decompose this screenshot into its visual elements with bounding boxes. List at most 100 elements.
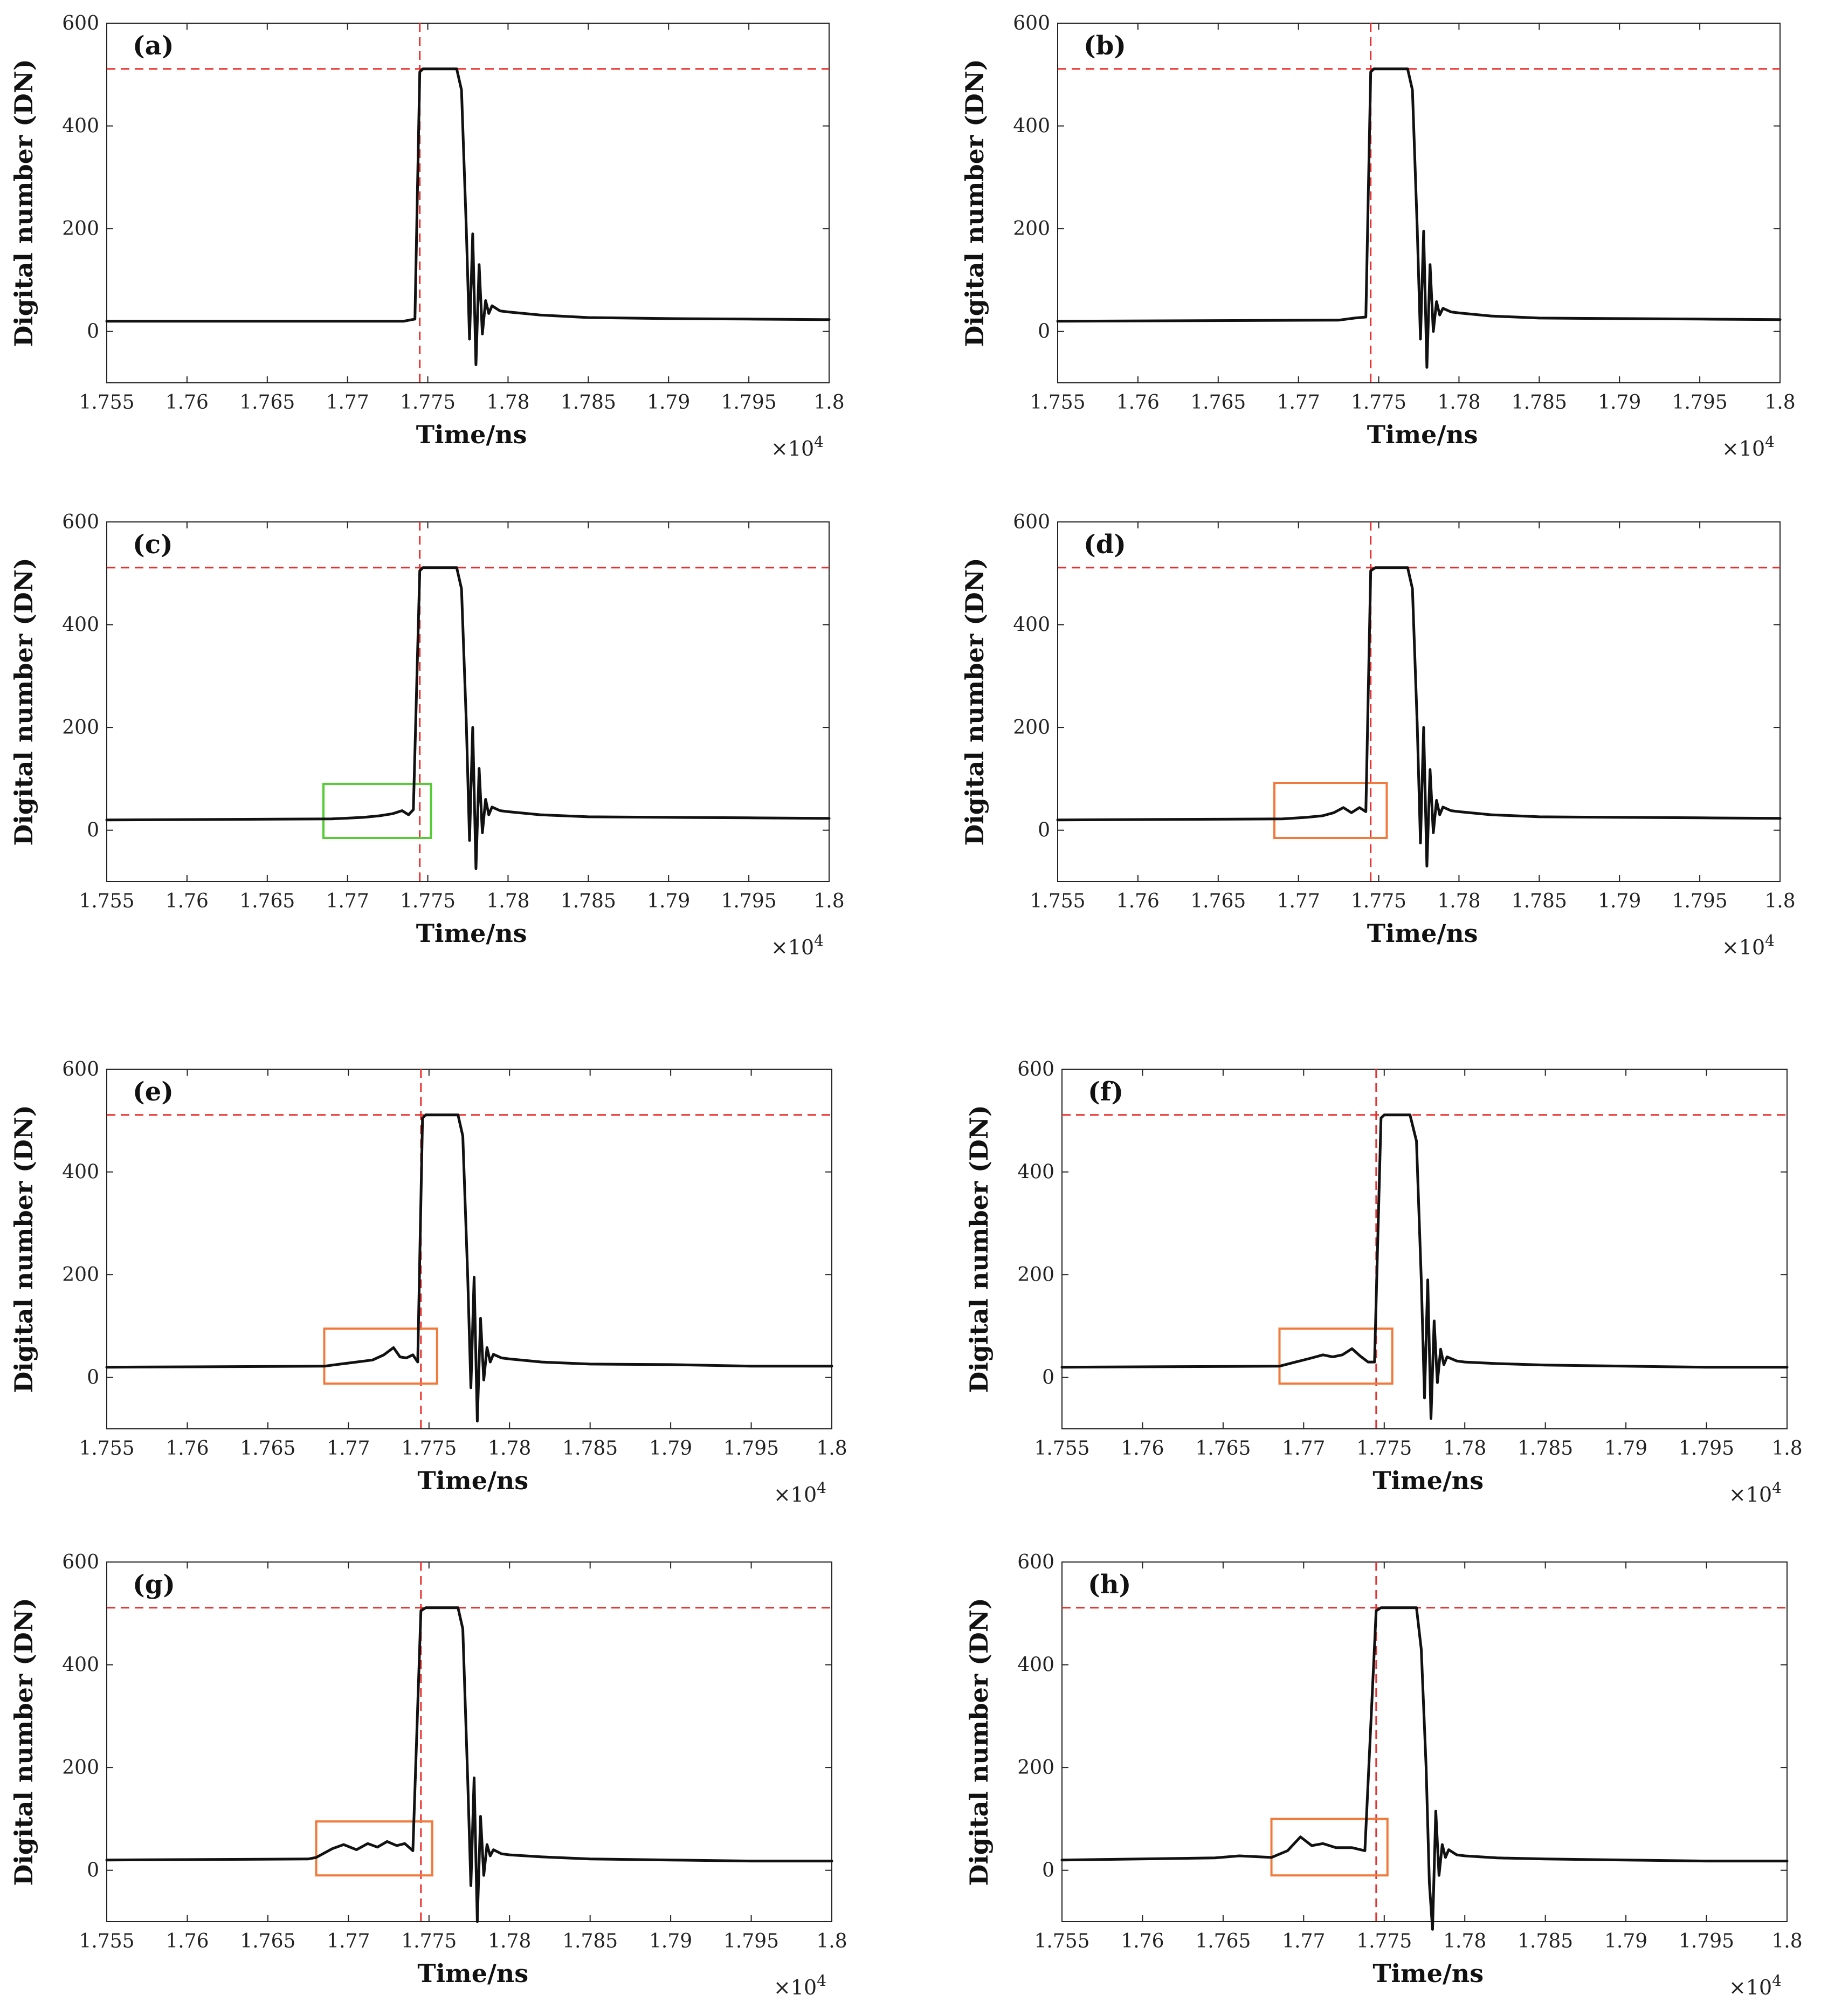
panel-label: (e)	[133, 1077, 174, 1107]
x-tick-label: 1.77	[1282, 1930, 1325, 1952]
waveform-line	[1060, 1606, 1789, 1931]
x-tick-label: 1.775	[1351, 890, 1406, 912]
x-tick-label: 1.77	[327, 1437, 370, 1460]
x-tick-label: 1.755	[1030, 391, 1085, 414]
y-tick-label: 400	[1013, 614, 1050, 636]
panel-label: (f)	[1088, 1077, 1123, 1107]
x-tick-label: 1.78	[488, 1930, 531, 1952]
y-tick-label: 200	[1017, 1757, 1054, 1779]
y-tick-label: 200	[62, 1757, 99, 1779]
plot-frame	[106, 1069, 832, 1429]
x-tick-label: 1.775	[400, 890, 456, 912]
y-tick-label: 200	[1013, 717, 1050, 739]
x-tick-label: 1.795	[721, 890, 777, 912]
x-multiplier-base: ×10	[774, 1976, 817, 1999]
x-tick-label: 1.76	[165, 1930, 209, 1952]
panel-label: (c)	[133, 529, 173, 560]
waveform-line	[105, 1606, 833, 1923]
chart-panel-2: 1.755 1.76 1.765 1.77 1.775 1.78 1.785 1.79 1.79…	[9, 511, 845, 959]
y-tick-label: 0	[87, 820, 99, 842]
y-tick-label: 0	[1042, 1860, 1054, 1882]
x-tick-label: 1.77	[327, 1930, 370, 1952]
plot-frame	[106, 521, 830, 882]
chart-panel-0: 1.755 1.76 1.765 1.77 1.775 1.78 1.785 1.79 1.79…	[9, 12, 845, 460]
x-tick-label: 1.775	[400, 391, 456, 414]
chart-panel-5: 1.755 1.76 1.765 1.77 1.775 1.78 1.785 1.79 1.79…	[964, 1058, 1803, 1506]
x-multiplier: ×104	[1722, 433, 1775, 460]
x-tick-label: 1.755	[1030, 890, 1085, 912]
x-axis-title: Time/ns	[417, 1466, 528, 1495]
x-tick-label: 1.79	[647, 391, 690, 414]
x-multiplier: ×104	[1729, 1972, 1782, 1999]
plot-frame	[1057, 521, 1781, 882]
x-multiplier: ×104	[774, 1479, 826, 1506]
x-tick-label: 1.77	[1277, 890, 1320, 912]
plot-frame	[1061, 1561, 1788, 1922]
x-multiplier: ×104	[771, 433, 824, 460]
x-multiplier: ×104	[1722, 932, 1775, 959]
x-tick-label: 1.79	[1598, 890, 1641, 912]
x-tick-label: 1.755	[1034, 1930, 1089, 1952]
x-tick-label: 1.785	[1512, 391, 1567, 414]
x-tick-label: 1.795	[723, 1930, 779, 1952]
x-tick-label: 1.755	[79, 890, 134, 912]
x-tick-label: 1.78	[486, 890, 529, 912]
y-tick-label: 400	[62, 115, 99, 137]
x-tick-label: 1.775	[401, 1437, 457, 1460]
y-tick-label: 200	[62, 1264, 99, 1286]
x-tick-label: 1.765	[1190, 391, 1246, 414]
y-tick-label: 0	[1038, 321, 1050, 343]
y-axis-title: Digital number (DN)	[9, 1598, 38, 1886]
x-tick-label: 1.765	[1195, 1930, 1251, 1952]
y-tick-label: 0	[87, 321, 99, 343]
y-tick-label: 600	[62, 1058, 99, 1081]
x-axis-title: Time/ns	[416, 919, 527, 948]
x-tick-label: 1.785	[562, 1437, 618, 1460]
y-tick-label: 600	[1017, 1551, 1054, 1573]
x-tick-label: 1.785	[561, 890, 616, 912]
x-tick-label: 1.78	[1437, 890, 1480, 912]
y-axis-title: Digital number (DN)	[960, 558, 989, 845]
x-tick-label: 1.8	[1764, 391, 1795, 414]
x-tick-label: 1.79	[647, 890, 690, 912]
x-multiplier-exponent: 4	[1772, 1972, 1782, 1990]
x-tick-label: 1.78	[1443, 1930, 1486, 1952]
x-tick-label: 1.785	[1512, 890, 1567, 912]
x-tick-label: 1.755	[1034, 1437, 1089, 1460]
x-tick-label: 1.77	[326, 391, 369, 414]
x-tick-label: 1.765	[240, 1930, 295, 1952]
x-axis-title: Time/ns	[416, 420, 527, 449]
highlight-box	[1278, 1327, 1394, 1385]
y-tick-label: 600	[1013, 12, 1050, 35]
x-multiplier: ×104	[771, 932, 824, 959]
y-axis-title: Digital number (DN)	[964, 1105, 994, 1393]
x-tick-label: 1.775	[1356, 1437, 1412, 1460]
x-tick-label: 1.79	[1604, 1437, 1647, 1460]
y-tick-label: 600	[62, 511, 99, 533]
x-tick-label: 1.8	[1771, 1930, 1802, 1952]
y-axis-title: Digital number (DN)	[9, 558, 38, 845]
y-tick-label: 400	[1017, 1161, 1054, 1184]
x-multiplier-exponent: 4	[1765, 932, 1775, 949]
x-multiplier-base: ×10	[771, 935, 814, 959]
x-multiplier-base: ×10	[774, 1483, 817, 1506]
x-tick-label: 1.76	[1121, 1930, 1164, 1952]
x-tick-label: 1.78	[1437, 391, 1480, 414]
x-tick-label: 1.795	[1679, 1930, 1734, 1952]
x-multiplier-base: ×10	[1722, 935, 1765, 959]
x-tick-label: 1.76	[1116, 890, 1160, 912]
highlight-box	[322, 782, 432, 840]
y-axis-title: Digital number (DN)	[9, 1105, 38, 1393]
highlight-box	[315, 1820, 433, 1877]
x-tick-label: 1.78	[486, 391, 529, 414]
y-tick-label: 200	[1017, 1264, 1054, 1286]
x-tick-label: 1.765	[1195, 1437, 1251, 1460]
x-tick-label: 1.79	[1598, 391, 1641, 414]
x-multiplier-exponent: 4	[817, 1479, 826, 1497]
x-tick-label: 1.765	[1190, 890, 1246, 912]
x-tick-label: 1.765	[239, 890, 295, 912]
chart-panel-3: 1.755 1.76 1.765 1.77 1.775 1.78 1.785 1.79 1.79…	[960, 511, 1796, 959]
x-tick-label: 1.8	[816, 1437, 847, 1460]
x-tick-label: 1.785	[1518, 1437, 1573, 1460]
